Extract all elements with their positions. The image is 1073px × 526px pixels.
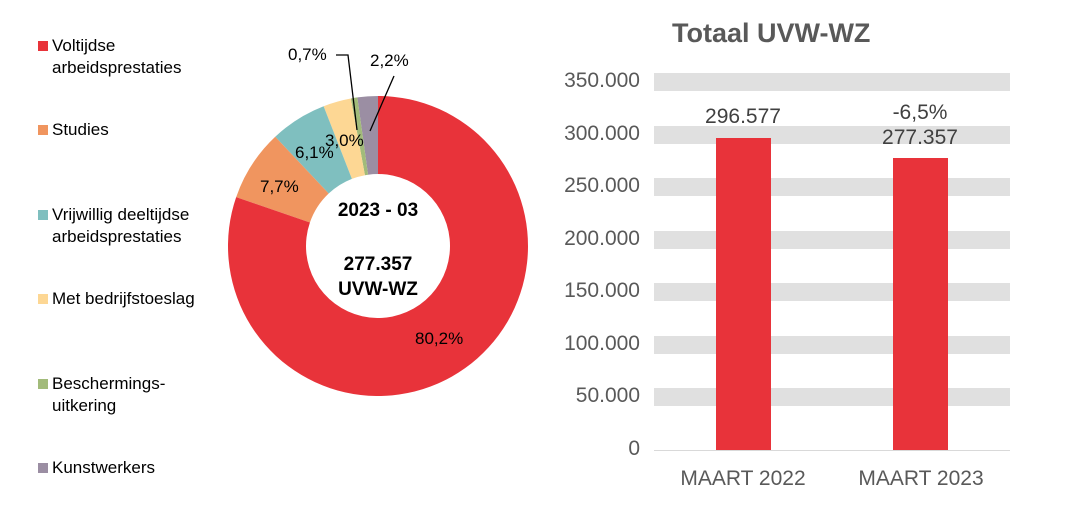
slice-label: 7,7% [260, 177, 299, 196]
slice-label: 6,1% [295, 143, 334, 162]
y-tick-label: 50.000 [575, 384, 640, 408]
x-axis [654, 450, 1010, 451]
y-tick-label: 250.000 [564, 174, 640, 198]
donut-chart [228, 54, 529, 396]
legend-swatch [38, 379, 48, 389]
slice-label: 3,0% [325, 131, 364, 150]
donut-slice [236, 136, 329, 223]
legend-item-vrijwillig: Vrijwillig deeltijdse arbeidsprestaties [38, 204, 252, 248]
change-annotation: -6,5% [892, 101, 948, 124]
legend-label: arbeidsprestaties [52, 227, 182, 246]
slice-label: 2,2% [370, 51, 409, 70]
legend-label: Studies [52, 120, 109, 139]
gridline-band [654, 283, 1010, 302]
legend-label: Voltijdse [52, 36, 116, 55]
x-tick-label: MAART 2023 [858, 467, 984, 490]
legend-item-kunstwerkers: Kunstwerkers [38, 457, 252, 479]
legend-swatch [38, 294, 48, 304]
legend-label: arbeidsprestaties [52, 58, 182, 77]
center-unit: UVW-WZ [338, 279, 418, 300]
legend-label: Kunstwerkers [52, 458, 155, 477]
legend-swatch [38, 463, 48, 473]
y-tick-label: 350.000 [564, 69, 640, 92]
legend-swatch [38, 41, 48, 51]
x-tick-label: MAART 2022 [680, 467, 806, 490]
y-tick-label: 200.000 [564, 226, 640, 250]
y-tick-label: 100.000 [564, 331, 640, 355]
leader-line [369, 75, 395, 132]
data-label: 277.357 [882, 126, 958, 149]
gridline-band [654, 230, 1010, 249]
legend-label: Beschermings- [52, 374, 166, 393]
y-tick-label: 300.000 [564, 121, 640, 145]
donut-slice [357, 96, 378, 175]
leader-line [336, 54, 358, 131]
center-period: 2023 - 03 [337, 200, 419, 221]
legend-swatch [38, 210, 48, 220]
y-tick-label: 150.000 [564, 279, 640, 303]
y-tick-label: 0 [628, 437, 640, 460]
legend-label: uitkering [52, 396, 117, 415]
gridline-band [654, 388, 1010, 407]
slice-label: 0,7% [288, 45, 327, 64]
gridline-band [654, 73, 1010, 91]
legend-label: Vrijwillig deeltijdse [52, 205, 190, 224]
donut-slice [275, 106, 352, 194]
slice-label: 80,2% [415, 329, 464, 348]
gridline-band [654, 335, 1010, 354]
donut-slice [323, 98, 365, 179]
donut-slice [228, 96, 529, 396]
legend-item-studies: Studies [38, 119, 252, 141]
center-total: 277.357 [343, 254, 413, 275]
legend-item-bescherming: Beschermings-uitkering [38, 373, 252, 417]
bar-chart-title: Totaal UVW-WZ [672, 18, 871, 48]
gridline-band [654, 178, 1010, 197]
data-label: 296.577 [705, 105, 781, 128]
legend-swatch [38, 125, 48, 135]
legend-item-voltijdse: Voltijdse arbeidsprestaties [38, 35, 252, 79]
bar [893, 158, 948, 450]
bar [716, 138, 771, 450]
legend-item-bedrijfstoeslag: Met bedrijfstoeslag [38, 288, 252, 310]
legend-label: Met bedrijfstoeslag [52, 289, 195, 308]
